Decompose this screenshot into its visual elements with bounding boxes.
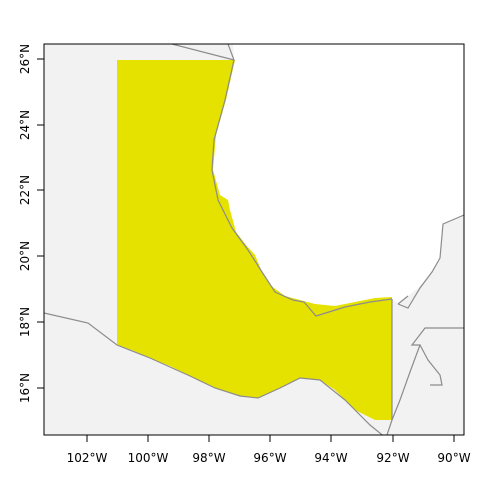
y-tick-label: 18°N: [18, 307, 32, 337]
x-tick-label: 96°W: [253, 451, 286, 465]
x-tick-label: 92°W: [376, 451, 409, 465]
y-tick-label: 20°N: [18, 241, 32, 271]
x-tick-label: 90°W: [437, 451, 470, 465]
highlighted-region: [117, 60, 392, 420]
x-tick-label: 98°W: [192, 451, 225, 465]
y-axis: 16°N 18°N 20°N 22°N 24°N 26°N: [18, 44, 44, 403]
map-frame: [43, 43, 465, 436]
y-tick-label: 26°N: [18, 44, 32, 74]
x-axis: 102°W 100°W 98°W 96°W 94°W 92°W 90°W: [67, 435, 471, 465]
borders: [44, 44, 464, 435]
y-tick-label: 22°N: [18, 175, 32, 205]
y-tick-label: 24°N: [18, 110, 32, 140]
y-tick-label: 16°N: [18, 373, 32, 403]
x-tick-label: 100°W: [128, 451, 169, 465]
x-tick-label: 102°W: [67, 451, 108, 465]
x-tick-label: 94°W: [314, 451, 347, 465]
